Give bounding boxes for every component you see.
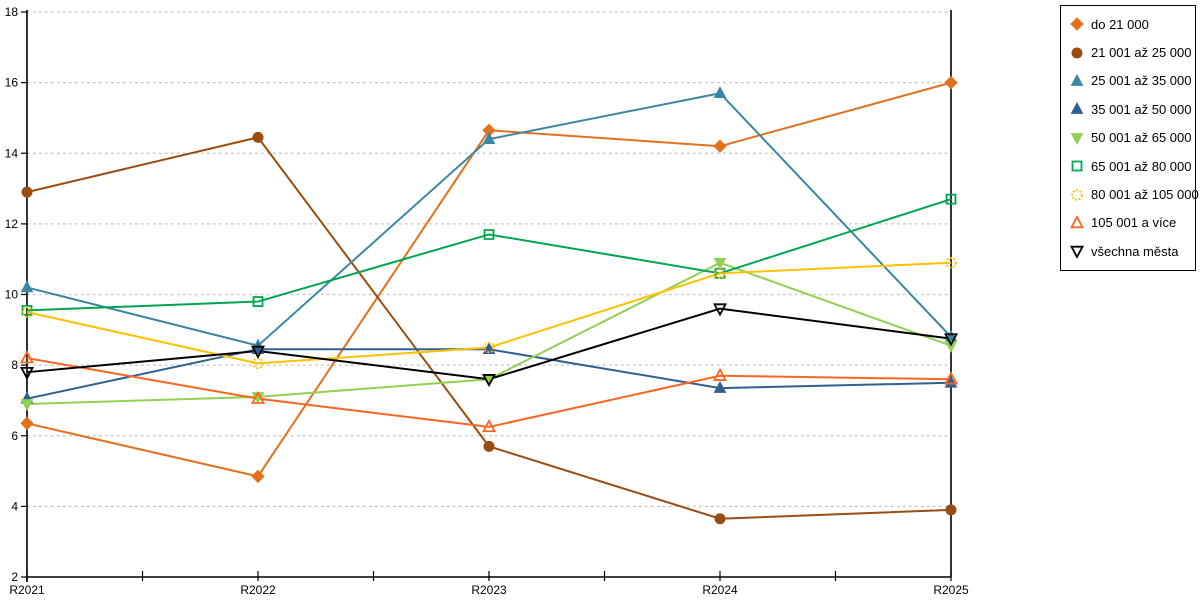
data-point-marker xyxy=(714,267,726,280)
data-point-marker xyxy=(945,193,957,205)
data-point-marker xyxy=(714,267,726,279)
series-line xyxy=(26,348,952,400)
data-point-marker xyxy=(19,366,35,381)
y-axis-tick-label: 18 xyxy=(5,5,19,19)
data-point-marker xyxy=(713,257,727,270)
legend-marker xyxy=(1071,47,1083,59)
data-point-marker xyxy=(21,306,33,318)
legend-label: 50 001 až 65 000 xyxy=(1091,130,1192,146)
data-point-marker xyxy=(713,381,727,393)
legend-label: všechna města xyxy=(1091,243,1179,259)
legend-label: 80 001 až 105 000 xyxy=(1091,187,1199,203)
triangle-down-legend-icon xyxy=(1070,132,1084,145)
legend-marker xyxy=(1070,102,1084,115)
data-point-marker xyxy=(20,280,34,293)
data-point-marker xyxy=(713,139,727,153)
legend-marker xyxy=(1071,160,1083,172)
x-axis-tick-label: R2024 xyxy=(702,583,738,597)
data-point-marker xyxy=(482,132,496,144)
data-point-marker xyxy=(713,86,727,99)
circle-legend-icon xyxy=(1071,188,1083,201)
legend-item-9: všechna města xyxy=(1069,237,1191,265)
legend-marker xyxy=(1070,132,1084,145)
legend-item-4: 35 001 až 50 000 xyxy=(1069,95,1191,123)
series-line xyxy=(26,357,952,428)
data-point-marker xyxy=(944,75,958,90)
y-axis-tick-label: 10 xyxy=(5,288,19,302)
legend-label: do 21 000 xyxy=(1091,16,1149,32)
y-axis-tick-label: 6 xyxy=(11,429,18,443)
y-axis-tick-label: 12 xyxy=(5,217,19,231)
triangle-up-legend-icon xyxy=(1069,215,1085,229)
data-point-marker xyxy=(481,374,497,388)
legend-label: 25 001 až 35 000 xyxy=(1091,73,1192,89)
data-point-marker xyxy=(944,375,958,388)
data-point-marker xyxy=(481,419,497,433)
data-point-marker xyxy=(251,469,265,484)
data-point-marker xyxy=(712,367,728,381)
y-axis-tick-label: 14 xyxy=(5,146,19,160)
legend-marker xyxy=(1069,246,1085,260)
x-axis-tick-label: R2025 xyxy=(933,583,969,597)
y-axis-tick-label: 4 xyxy=(11,499,18,513)
data-point-marker xyxy=(483,440,495,452)
data-point-marker xyxy=(945,504,957,516)
legend-label: 65 001 až 80 000 xyxy=(1091,158,1192,174)
y-axis-tick-label: 2 xyxy=(11,570,18,584)
x-axis-tick-label: R2022 xyxy=(240,583,276,597)
legend-item-7: 80 001 až 105 000 xyxy=(1069,180,1199,208)
data-point-marker xyxy=(20,399,34,412)
y-axis-tick-label: 16 xyxy=(5,76,19,90)
data-point-marker xyxy=(943,333,959,347)
series-line xyxy=(26,198,952,312)
data-point-marker xyxy=(712,303,728,317)
triangle-up-legend-icon xyxy=(1070,73,1084,86)
data-point-marker xyxy=(19,350,35,364)
legend-item-5: 50 001 až 65 000 xyxy=(1069,124,1191,152)
data-point-marker xyxy=(250,390,266,404)
data-point-marker xyxy=(250,345,266,359)
legend-item-2: 21 001 až 25 000 xyxy=(1069,38,1191,66)
legend-item-1: do 21 000 xyxy=(1069,10,1191,38)
data-point-marker xyxy=(21,186,33,198)
triangle-down-legend-icon xyxy=(1069,246,1085,260)
legend-marker xyxy=(1070,73,1084,86)
legend-label: 35 001 až 50 000 xyxy=(1091,101,1192,117)
data-point-marker xyxy=(714,513,726,525)
legend-marker xyxy=(1069,215,1085,229)
legend-marker xyxy=(1071,188,1083,201)
y-axis-tick-label: 8 xyxy=(11,358,18,372)
square-legend-icon xyxy=(1071,160,1083,172)
data-point-marker xyxy=(483,229,495,240)
legend-label: 21 001 až 25 000 xyxy=(1091,45,1192,61)
legend-marker xyxy=(1070,17,1084,31)
legend-item-8: 105 001 a více xyxy=(1069,209,1191,237)
data-point-marker xyxy=(252,131,264,143)
diamond-legend-icon xyxy=(1070,17,1084,31)
triangle-up-legend-icon xyxy=(1070,102,1084,115)
data-point-marker xyxy=(483,341,495,354)
chart-legend: do 21 000 21 001 až 25 000 25 001 až 35 00… xyxy=(1060,5,1199,271)
data-point-marker xyxy=(252,296,264,307)
legend-item-3: 25 001 až 35 000 xyxy=(1069,67,1191,95)
x-axis-tick-label: R2023 xyxy=(471,583,507,597)
x-axis-tick-label: R2021 xyxy=(9,583,45,597)
series-line xyxy=(26,136,952,520)
data-point-marker xyxy=(943,371,959,385)
circle-legend-icon xyxy=(1071,47,1083,59)
legend-item-6: 65 001 až 80 000 xyxy=(1069,152,1191,180)
data-point-marker xyxy=(20,416,34,431)
data-point-marker xyxy=(945,257,957,269)
legend-label: 105 001 a více xyxy=(1091,215,1177,231)
